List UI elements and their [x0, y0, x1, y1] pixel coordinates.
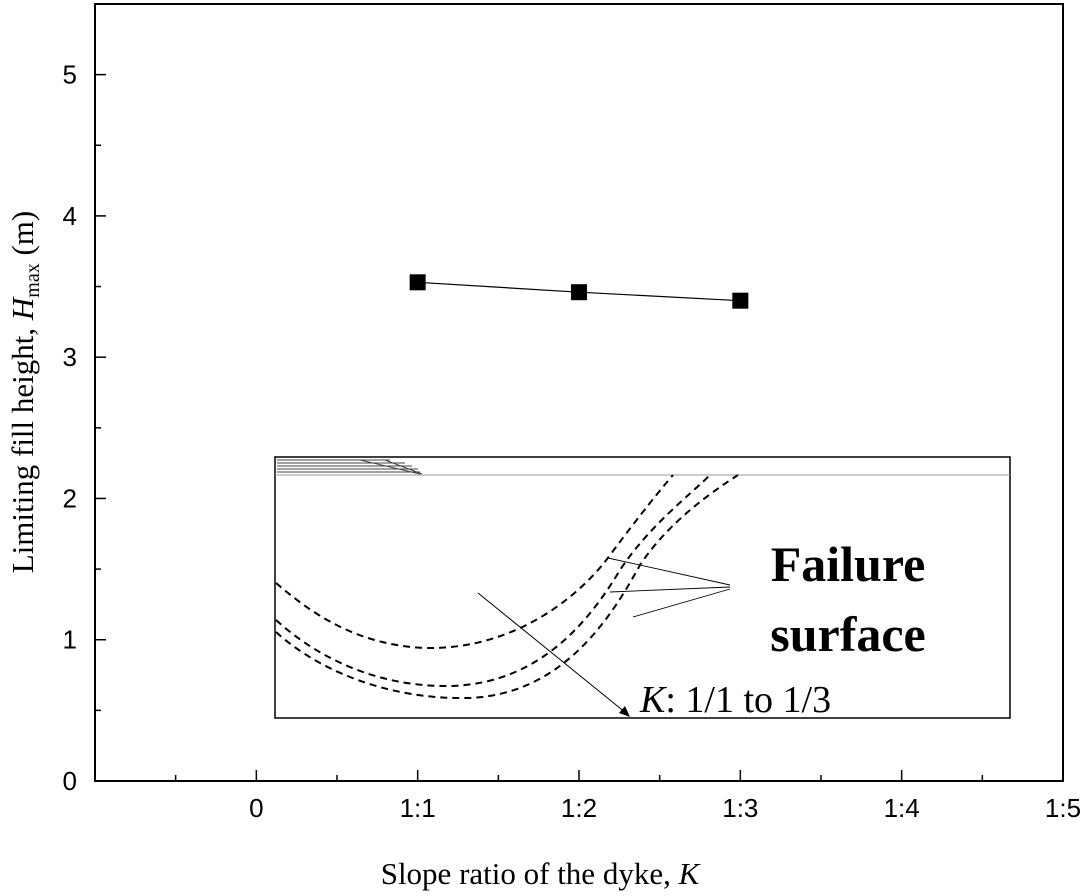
y-tick-label: 5	[63, 60, 77, 90]
failure-surface-curves	[275, 474, 739, 700]
inset-schematic: Failure surface K: 1/1 to 1/3	[274, 456, 1011, 721]
inset-k-range: K: 1/1 to 1/3	[639, 679, 831, 721]
inset-dyke-lines	[277, 459, 423, 475]
x-tick-label: 1:3	[722, 793, 758, 823]
x-tick-label: 1:1	[400, 793, 436, 823]
y-tick-label: 0	[63, 766, 77, 796]
series-layer	[409, 274, 749, 309]
y-axis-title: Limiting fill height, Hmax (m)	[5, 211, 44, 574]
data-point-marker	[732, 292, 749, 309]
failure-surface-2	[275, 474, 711, 688]
y-tick-label: 4	[63, 201, 77, 231]
x-tick-label: 1:4	[884, 793, 920, 823]
failure-surface-1	[275, 474, 674, 650]
failure-surface-pointers	[607, 557, 731, 618]
y-tick-label: 2	[63, 483, 77, 513]
y-tick-label: 1	[63, 625, 77, 655]
inset-label-surface: surface	[770, 606, 926, 662]
x-axis-ticks: 0 1:1 1:2 1:3 1:4 1:5	[174, 770, 1081, 823]
k-direction-arrow	[477, 592, 630, 717]
inset-label-failure: Failure	[771, 536, 926, 592]
x-tick-label: 1:5	[1045, 793, 1081, 823]
x-tick-label: 1:2	[561, 793, 597, 823]
inset-frame	[274, 456, 1011, 719]
data-point-marker	[571, 284, 587, 301]
y-axis-ticks: 0 1 2 3 4 5	[63, 60, 106, 796]
y-tick-label: 3	[63, 342, 77, 372]
data-point-marker	[409, 274, 426, 291]
x-tick-label: 0	[249, 793, 263, 823]
x-axis-title: Slope ratio of the dyke, K	[381, 856, 702, 891]
failure-surface-3	[275, 474, 739, 700]
